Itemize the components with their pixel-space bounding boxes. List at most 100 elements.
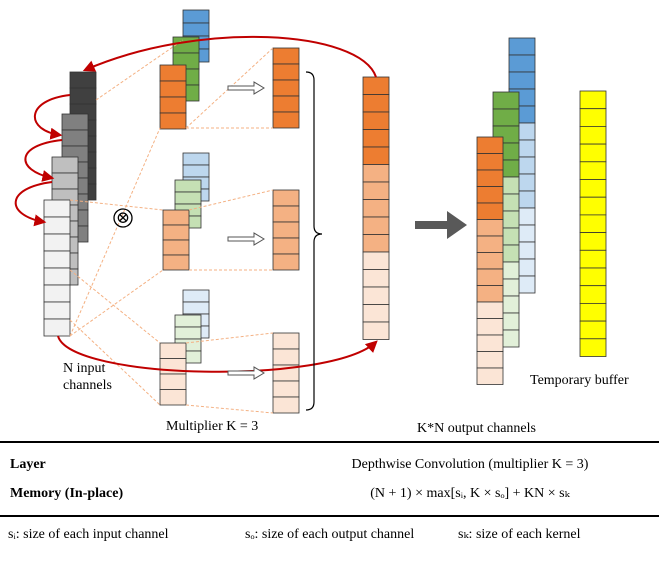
cell xyxy=(476,202,504,220)
cell xyxy=(362,216,390,235)
big-arrow xyxy=(415,211,467,239)
cell xyxy=(579,302,607,322)
label-buffer: Temporary buffer xyxy=(530,373,629,388)
cell xyxy=(159,96,187,114)
cell xyxy=(579,338,607,357)
cell xyxy=(362,304,390,323)
cell xyxy=(492,108,520,127)
cell xyxy=(51,172,79,190)
cell xyxy=(362,181,390,200)
cell xyxy=(43,284,71,303)
cell xyxy=(159,342,187,359)
cell xyxy=(174,179,202,193)
table-cell: (N + 1) × max[sᵢ, K × sₒ] + KN × sₖ xyxy=(370,486,570,501)
cell xyxy=(579,214,607,233)
cell xyxy=(43,216,71,235)
cell xyxy=(182,164,210,178)
cell xyxy=(174,314,202,328)
cell xyxy=(69,71,97,89)
cell xyxy=(272,332,300,350)
cell xyxy=(182,9,210,24)
cell xyxy=(362,286,390,305)
cell xyxy=(272,47,300,65)
cell xyxy=(61,129,89,147)
table-cell: Depthwise Convolution (multiplier K = 3) xyxy=(352,457,589,472)
label-input: channels xyxy=(63,378,112,393)
cell xyxy=(272,111,300,129)
cell xyxy=(362,94,390,113)
cell xyxy=(579,196,607,216)
cell xyxy=(579,161,607,180)
cell xyxy=(174,191,202,205)
cell xyxy=(182,289,210,303)
cell xyxy=(508,54,536,73)
cell xyxy=(476,318,504,336)
cell xyxy=(159,389,187,406)
red-arrows xyxy=(14,35,378,373)
cell xyxy=(508,71,536,90)
cell xyxy=(362,146,390,165)
cell xyxy=(162,239,190,256)
cell xyxy=(579,143,607,163)
cell xyxy=(362,164,390,183)
brace xyxy=(305,71,323,411)
small-arrows xyxy=(227,81,265,380)
cell xyxy=(69,87,97,105)
cell xyxy=(579,320,607,340)
cell xyxy=(579,90,607,110)
cell xyxy=(43,250,71,269)
cell xyxy=(159,373,187,390)
cell xyxy=(272,221,300,239)
cell xyxy=(272,189,300,207)
cell xyxy=(272,380,300,398)
cell xyxy=(579,126,607,145)
cell xyxy=(272,95,300,113)
cell xyxy=(174,326,202,340)
cell xyxy=(362,199,390,218)
cell xyxy=(362,129,390,148)
cell xyxy=(492,91,520,110)
label-input: N input xyxy=(63,361,106,376)
cell xyxy=(43,301,71,320)
cell xyxy=(476,169,504,187)
cell xyxy=(476,268,504,286)
cell xyxy=(508,37,536,56)
cell xyxy=(362,269,390,288)
label-output: K*N output channels xyxy=(417,421,536,436)
cell xyxy=(272,237,300,255)
footnote: sₒ: size of each output channel xyxy=(245,527,414,542)
cell xyxy=(182,152,210,166)
cell xyxy=(362,76,390,95)
cell xyxy=(579,108,607,127)
blocks xyxy=(43,9,607,414)
cell xyxy=(162,254,190,271)
cell xyxy=(272,79,300,97)
cell xyxy=(272,348,300,366)
cell xyxy=(362,251,390,270)
cell xyxy=(272,205,300,223)
cell xyxy=(476,285,504,303)
cell xyxy=(272,63,300,81)
cell xyxy=(172,36,200,54)
label-multiplier: Multiplier K = 3 xyxy=(166,419,258,434)
footnote: sᵢ: size of each input channel xyxy=(8,527,169,542)
cell xyxy=(476,334,504,352)
cell xyxy=(162,224,190,241)
cell xyxy=(159,80,187,98)
cell xyxy=(51,156,79,174)
cell xyxy=(182,22,210,37)
cell xyxy=(272,253,300,271)
cell xyxy=(579,179,607,198)
cell xyxy=(476,186,504,204)
cell xyxy=(579,232,607,251)
cell xyxy=(476,367,504,385)
cell xyxy=(476,252,504,270)
cell xyxy=(43,267,71,286)
cell xyxy=(476,153,504,171)
cell xyxy=(476,235,504,253)
cell xyxy=(162,209,190,226)
cell xyxy=(43,199,71,218)
cell xyxy=(579,249,607,269)
cell xyxy=(61,113,89,131)
operator: ⊗ xyxy=(116,208,130,227)
